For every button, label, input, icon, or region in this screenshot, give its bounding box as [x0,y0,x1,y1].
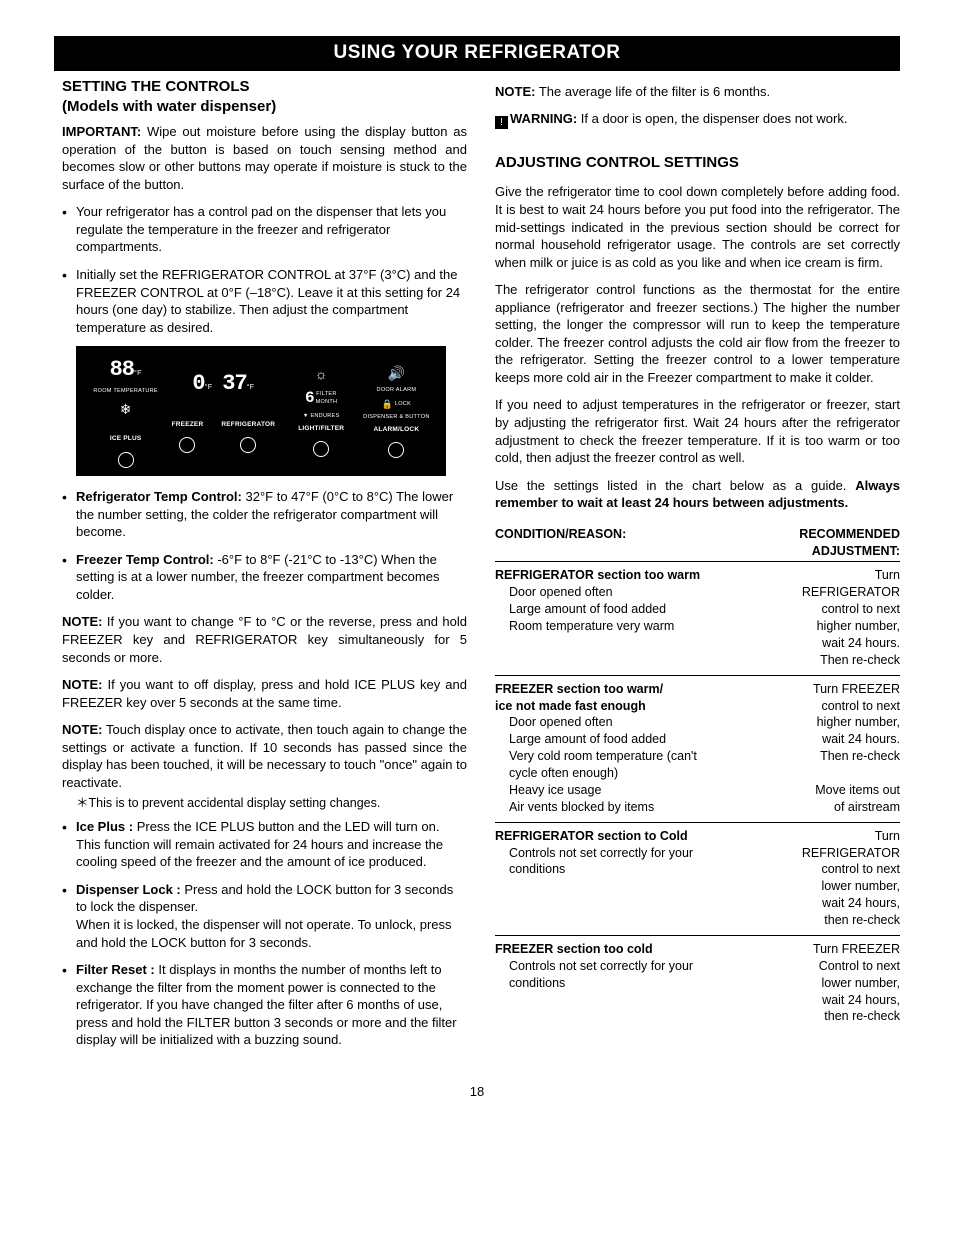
warning-icon: ! [495,116,508,129]
alarm-lock-label: ALARM/LOCK [374,426,420,435]
bullet-fridge-temp: Refrigerator Temp Control: 32°F to 47°F … [62,488,467,541]
room-temp-label: ROOM TEMPERATURE [93,388,158,395]
fridge-btn-label: REFRIGERATOR [221,421,275,430]
page-number: 18 [54,1083,900,1101]
cond-freezer-warm: FREEZER section too warm/ ice not made f… [495,681,731,816]
section-banner: USING YOUR REFRIGERATOR [54,36,900,71]
th-condition: CONDITION/REASON: [495,526,626,560]
heading-line2: (Models with water dispenser) [62,97,467,117]
lock-icon: 🔒 [382,398,393,410]
warning-note: !WARNING: If a door is open, the dispens… [495,110,900,129]
note-2: NOTE: If you want to off display, press … [62,676,467,711]
endures-label: ▼ ENDURES [303,413,340,420]
adjust-p3: If you need to adjust temperatures in th… [495,396,900,466]
panel-room-temp: 88°F ROOM TEMPERATURE ❄ ICE PLUS [88,355,163,468]
table-row-freezer-warm: FREEZER section too warm/ ice not made f… [495,676,900,823]
light-filter-button [313,441,329,457]
filter-value: 6 [305,388,314,410]
bullet-filter-reset: Filter Reset : It displays in months the… [62,961,467,1049]
adj-freezer-warm: Turn FREEZERcontrol to nexthigher number… [731,681,900,816]
heading-adjusting: ADJUSTING CONTROL SETTINGS [495,153,900,173]
bullet-list-1: Your refrigerator has a control pad on t… [62,203,467,336]
dispenser-button-label: DISPENSER & BUTTON [363,414,429,421]
freezer-btn-label: FREEZER [172,421,204,430]
two-column-layout: SETTING THE CONTROLS (Models with water … [54,77,900,1059]
panel-temps: 0°F 37°F FREEZER REFRIGERATOR [163,369,283,453]
bullet-list-2: Refrigerator Temp Control: 32°F to 47°F … [62,488,467,603]
room-temp-unit: °F [134,370,142,377]
table-header: CONDITION/REASON: RECOMMENDEDADJUSTMENT: [495,526,900,563]
important-label: IMPORTANT: [62,124,141,139]
adj-fridge-cold: TurnREFRIGERATORcontrol to nextlower num… [731,828,900,929]
bullet-ice-plus: Ice Plus : Press the ICE PLUS button and… [62,818,467,871]
adjustment-table: CONDITION/REASON: RECOMMENDEDADJUSTMENT:… [495,526,900,1032]
adjust-p2: The refrigerator control functions as th… [495,281,900,386]
brightness-icon: ☼ [315,365,328,384]
panel-filter: ☼ 6FILTERMONTH ▼ ENDURES LIGHT/FILTER [284,365,359,458]
freezer-button [179,437,195,453]
important-paragraph: IMPORTANT: Wipe out moisture before usin… [62,123,467,193]
adj-freezer-cold: Turn FREEZERControl to nextlower number,… [731,941,900,1025]
adjust-p1: Give the refrigerator time to cool down … [495,183,900,271]
ice-plus-button [118,452,134,468]
table-row-freezer-cold: FREEZER section too cold Controls not se… [495,936,900,1031]
freezer-temp: 0 [192,371,204,396]
adjust-p4: Use the settings listed in the chart bel… [495,477,900,512]
heading-setting-controls: SETTING THE CONTROLS (Models with water … [62,77,467,118]
heading-line1: SETTING THE CONTROLS [62,78,250,95]
star-note: ＊This is to prevent accidental display s… [76,795,467,812]
filter-note: NOTE: The average life of the filter is … [495,83,900,101]
ice-plus-icon: ❄ [120,400,132,419]
bullet-list-3: Ice Plus : Press the ICE PLUS button and… [62,818,467,1049]
control-panel-graphic: 88°F ROOM TEMPERATURE ❄ ICE PLUS 0°F 37°… [76,346,446,476]
right-column: NOTE: The average life of the filter is … [495,77,900,1059]
fridge-temp: 37 [222,371,246,396]
light-filter-label: LIGHT/FILTER [298,425,344,434]
room-temp-value: 88 [110,357,134,382]
lock-label: LOCK [395,401,411,408]
fridge-button [240,437,256,453]
ice-plus-label: ICE PLUS [110,435,142,444]
bullet-dispenser-lock: Dispenser Lock : Press and hold the LOCK… [62,881,467,951]
table-row-fridge-cold: REFRIGERATOR section to Cold Controls no… [495,823,900,936]
note-1: NOTE: If you want to change °F to °C or … [62,613,467,666]
cond-freezer-cold: FREEZER section too cold Controls not se… [495,941,731,1025]
bullet-freezer-temp: Freezer Temp Control: -6°F to 8°F (-21°C… [62,551,467,604]
cond-fridge-warm: REFRIGERATOR section too warm Door opene… [495,567,731,668]
note-3: NOTE: Touch display once to activate, th… [62,721,467,791]
cond-fridge-cold: REFRIGERATOR section to Cold Controls no… [495,828,731,929]
door-alarm-label: DOOR ALARM [377,387,417,394]
left-column: SETTING THE CONTROLS (Models with water … [54,77,467,1059]
th-adjustment: RECOMMENDEDADJUSTMENT: [799,526,900,560]
bullet-initial-set: Initially set the REFRIGERATOR CONTROL a… [62,266,467,336]
table-row-fridge-warm: REFRIGERATOR section too warm Door opene… [495,562,900,675]
alarm-lock-button [388,442,404,458]
bullet-control-pad: Your refrigerator has a control pad on t… [62,203,467,256]
adj-fridge-warm: TurnREFRIGERATORcontrol to nexthigher nu… [731,567,900,668]
speaker-icon: 🔊 [388,365,405,381]
panel-alarm: 🔊 DOOR ALARM 🔒LOCK DISPENSER & BUTTON AL… [359,364,434,459]
